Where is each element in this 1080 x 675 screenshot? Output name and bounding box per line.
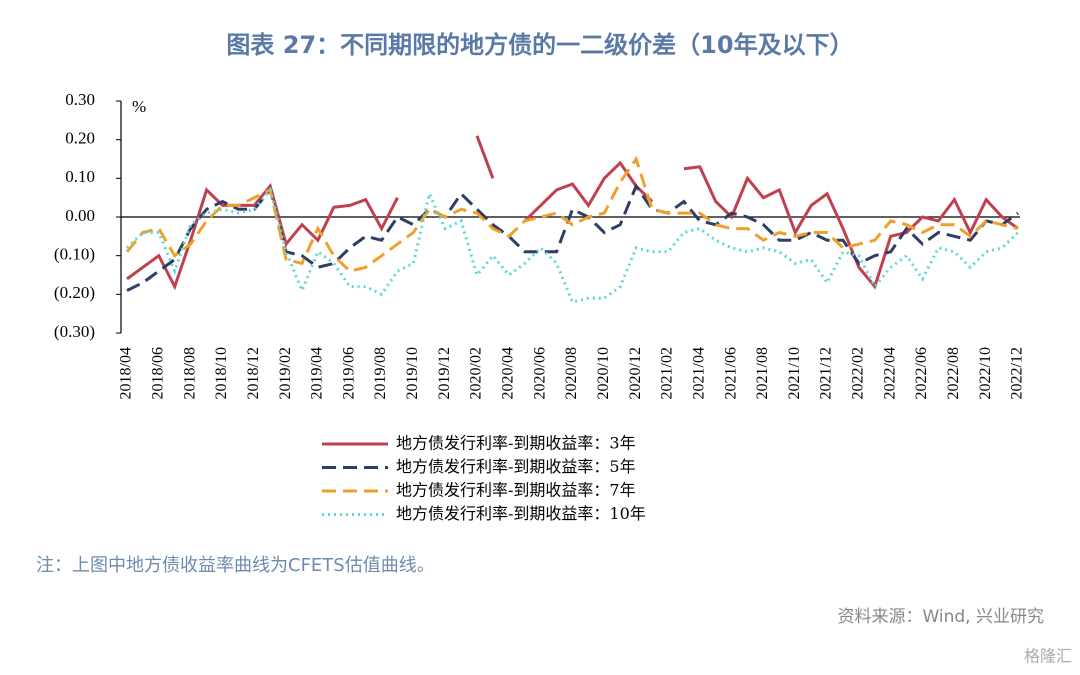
- y-tick-label: 0.20: [65, 129, 95, 148]
- x-tick-label: 2018/08: [181, 347, 198, 399]
- x-tick-label: 2020/02: [468, 347, 485, 399]
- x-tick-label: 2018/10: [213, 347, 230, 399]
- x-tick-label: 2018/12: [245, 347, 262, 399]
- x-tick-label: 2019/06: [340, 347, 357, 399]
- series-line: [125, 186, 1020, 304]
- x-tick-label: 2019/10: [404, 347, 421, 399]
- x-tick-label: 2022/08: [945, 347, 962, 399]
- legend-label: 地方债发行利率-到期收益率：7年: [396, 481, 636, 500]
- x-tick-label: 2022/10: [977, 347, 994, 399]
- watermark: 格隆汇: [1024, 647, 1072, 666]
- x-tick-label: 2020/12: [627, 347, 644, 399]
- x-tick-label: 2021/10: [786, 347, 803, 399]
- legend-label: 地方债发行利率-到期收益率：10年: [396, 504, 646, 523]
- chart-title: 图表 27：不同期限的地方债的一二级价差（10年及以下）: [226, 31, 853, 59]
- x-tick-label: 2021/02: [659, 347, 676, 399]
- x-tick-label: 2021/06: [722, 347, 739, 399]
- y-tick-label: (0.20): [54, 283, 95, 302]
- y-tick-label: (0.30): [54, 322, 95, 341]
- x-tick-label: 2022/12: [1009, 347, 1026, 399]
- x-tick-label: 2019/12: [436, 347, 453, 399]
- y-tick-label: 0.10: [65, 167, 95, 186]
- x-tick-label: 2019/02: [277, 347, 294, 399]
- x-tick-label: 2021/12: [818, 347, 835, 399]
- x-tick-label: 2018/06: [149, 347, 166, 399]
- note: 注：上图中地方债收益率曲线为CFETS估值曲线。: [36, 555, 435, 576]
- x-tick-label: 2021/08: [754, 347, 771, 399]
- x-tick-label: 2020/04: [500, 347, 517, 399]
- x-tick-label: 2021/04: [690, 347, 707, 399]
- series-line: [126, 182, 1019, 292]
- series-line: [126, 135, 1019, 291]
- x-tick-label: 2019/08: [372, 347, 389, 399]
- y-unit: %: [132, 97, 146, 116]
- y-tick-label: (0.10): [54, 245, 95, 264]
- x-tick-label: 2018/04: [118, 347, 135, 399]
- x-tick-label: 2020/06: [531, 347, 548, 399]
- source: 资料来源：Wind, 兴业研究: [837, 607, 1044, 627]
- x-tick-label: 2020/10: [595, 347, 612, 399]
- x-tick-label: 2019/04: [309, 347, 326, 399]
- legend-label: 地方债发行利率-到期收益率：3年: [396, 434, 636, 453]
- legend-label: 地方债发行利率-到期收益率：5年: [396, 457, 636, 476]
- y-tick-label: 0.30: [65, 90, 95, 109]
- x-tick-label: 2022/06: [913, 347, 930, 399]
- x-tick-label: 2020/08: [563, 347, 580, 399]
- y-tick-label: 0.00: [65, 206, 95, 225]
- x-tick-label: 2022/04: [881, 347, 898, 399]
- x-tick-label: 2022/02: [850, 347, 867, 399]
